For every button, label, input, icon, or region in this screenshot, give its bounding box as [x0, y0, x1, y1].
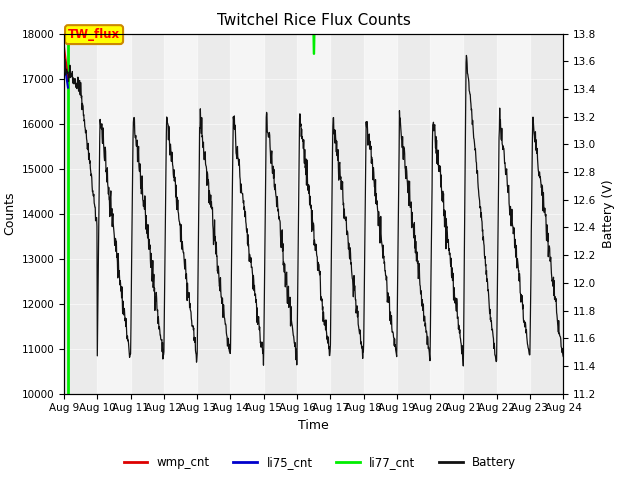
Bar	[364, 34, 397, 394]
Title: Twitchel Rice Flux Counts: Twitchel Rice Flux Counts	[217, 13, 410, 28]
Y-axis label: Counts: Counts	[3, 192, 16, 235]
Bar	[497, 34, 530, 394]
Bar	[97, 34, 131, 394]
Bar	[230, 34, 264, 394]
Bar	[297, 34, 330, 394]
Bar	[430, 34, 463, 394]
Bar	[164, 34, 197, 394]
Y-axis label: Battery (V): Battery (V)	[602, 180, 615, 248]
Text: TW_flux: TW_flux	[68, 28, 120, 41]
X-axis label: Time: Time	[298, 419, 329, 432]
Legend: wmp_cnt, li75_cnt, li77_cnt, Battery: wmp_cnt, li75_cnt, li77_cnt, Battery	[119, 452, 521, 474]
